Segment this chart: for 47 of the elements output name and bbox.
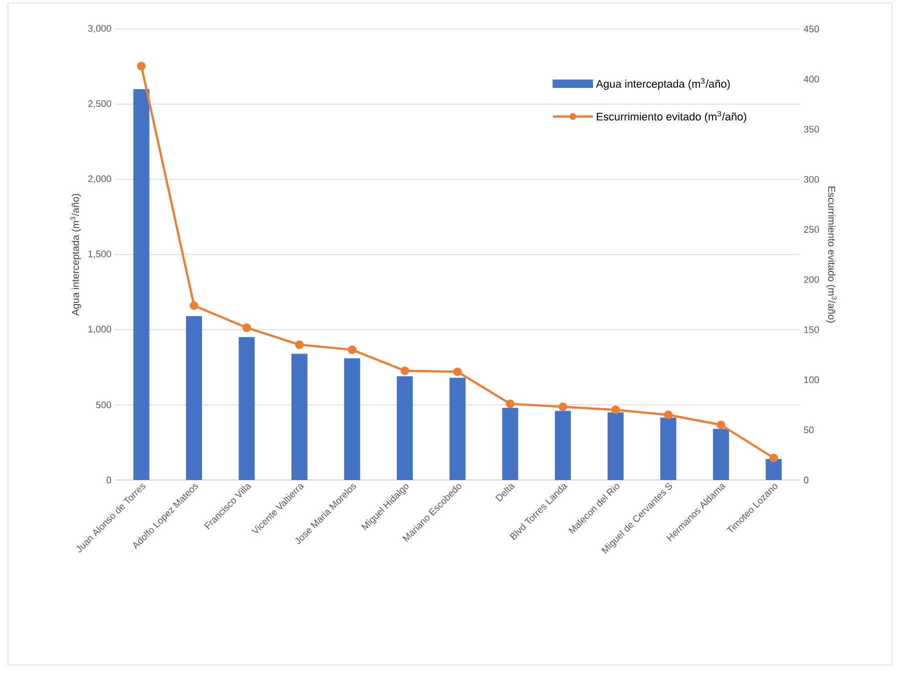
y-tick-label: 2,000 xyxy=(88,175,112,184)
point xyxy=(558,402,568,412)
point xyxy=(611,406,620,414)
point xyxy=(453,367,462,376)
y2-tick-label: 300 xyxy=(804,176,819,183)
y-tick-label: 3,000 xyxy=(88,25,112,33)
legend-label: Agua interceptada (m$^{3}$/año) xyxy=(596,78,730,90)
point xyxy=(137,62,146,70)
y2-tick-label: 250 xyxy=(804,226,819,233)
y-tick-label: 0 xyxy=(106,476,112,484)
point xyxy=(190,301,198,310)
bar xyxy=(502,408,518,480)
y-tick-label: 1,500 xyxy=(88,250,112,258)
y-tick-label: 1,000 xyxy=(88,326,112,334)
bar xyxy=(291,354,308,480)
bar xyxy=(133,89,150,480)
point xyxy=(295,340,304,349)
bar xyxy=(450,378,466,480)
y2-tick-label: 150 xyxy=(804,326,819,334)
point xyxy=(769,454,778,462)
point xyxy=(348,345,356,354)
bar xyxy=(238,337,255,480)
y2-tick-label: 350 xyxy=(804,126,819,133)
bar xyxy=(712,428,729,480)
bar xyxy=(660,418,676,480)
bar xyxy=(186,316,202,480)
bar xyxy=(396,376,413,480)
legend-label: Escurrimiento evitado (m$^{3}$/año) xyxy=(596,111,746,123)
point xyxy=(664,410,673,420)
bar xyxy=(608,412,624,480)
y-tick-label: 500 xyxy=(96,401,112,408)
bar xyxy=(766,458,782,480)
point xyxy=(506,400,514,408)
bar xyxy=(344,358,360,480)
point xyxy=(716,420,726,430)
bar xyxy=(554,410,571,480)
y2-axis-title: Escurrimiento evitado (m$^{3}$/año) xyxy=(826,186,837,323)
y2-tick-label: 100 xyxy=(804,376,819,384)
y2-tick-label: 50 xyxy=(804,426,814,434)
point xyxy=(400,366,410,376)
y-tick-label: 2,500 xyxy=(88,100,112,108)
y2-tick-label: 450 xyxy=(804,26,819,32)
y2-tick-label: 200 xyxy=(804,276,819,283)
y-axis-title: Agua interceptada (m$^{3}$/año) xyxy=(70,194,81,316)
y2-tick-label: 0 xyxy=(804,476,808,484)
point xyxy=(242,323,252,332)
y2-tick-label: 400 xyxy=(804,76,819,82)
